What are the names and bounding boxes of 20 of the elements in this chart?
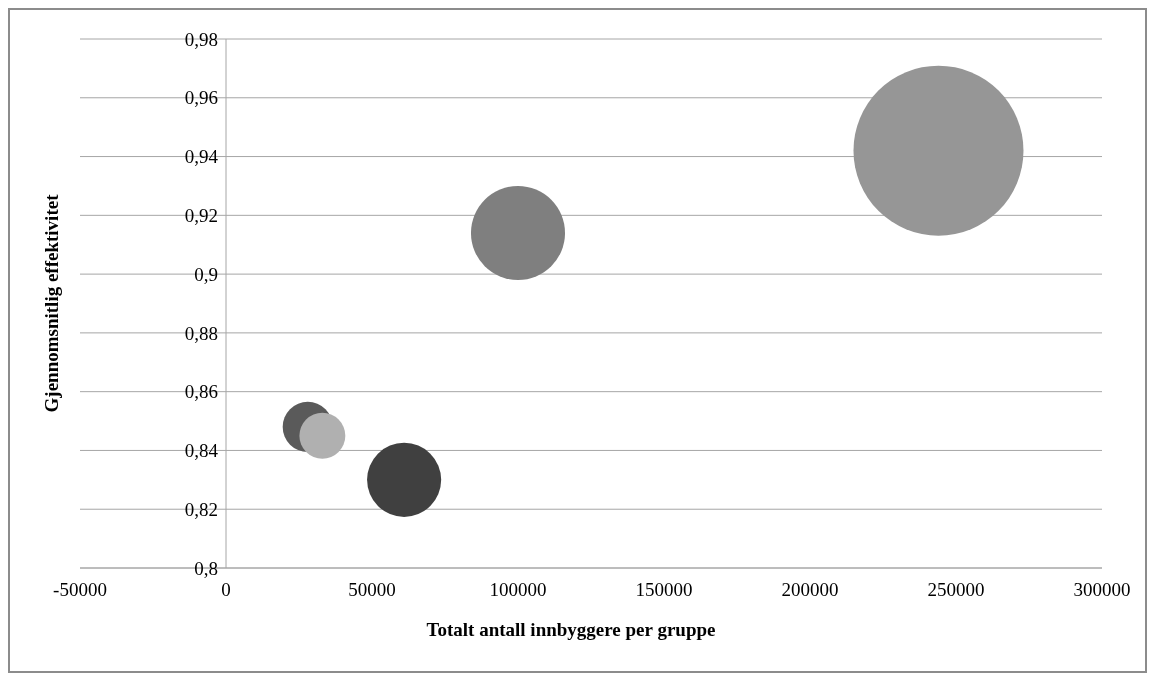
x-tick-label: 0	[221, 579, 231, 600]
y-tick-label: 0,94	[184, 146, 219, 168]
y-tick-label: 0,96	[184, 87, 218, 109]
y-tick-label: 0,84	[184, 440, 219, 462]
y-tick-label: 0,8	[194, 557, 218, 579]
x-tick-label: 150000	[635, 579, 693, 600]
x-axis-title: Totalt antall innbyggere per gruppe	[426, 619, 716, 640]
x-tick-label: 200000	[781, 579, 839, 600]
y-tick-label: 0,92	[184, 204, 218, 226]
y-tick-label: 0,82	[184, 498, 218, 520]
x-tick-label: 100000	[489, 579, 547, 600]
y-tick-label: 0,86	[184, 381, 218, 403]
x-tick-label: 300000	[1073, 579, 1131, 600]
y-tick-label: 0,88	[184, 322, 218, 344]
y-tick-label: 0,98	[184, 28, 218, 50]
x-tick-label: 250000	[927, 579, 985, 600]
y-axis-title: Gjennomsnitlig effektivitet	[41, 193, 62, 413]
y-tick-label: 0,9	[194, 263, 218, 285]
x-tick-label: 50000	[348, 579, 396, 600]
x-tick-label: -50000	[53, 579, 107, 600]
